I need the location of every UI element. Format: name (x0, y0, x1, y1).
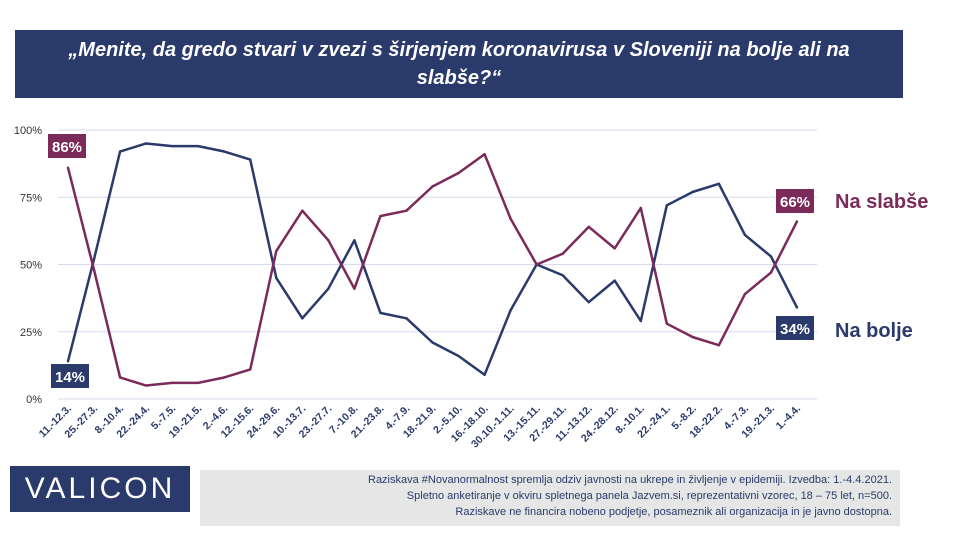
data-point-na-slabse (665, 322, 669, 325)
data-point-na-slabse (795, 220, 799, 223)
data-point-na-bolje (118, 150, 122, 153)
data-point-na-bolje (431, 341, 434, 344)
data-point-na-slabse (509, 217, 512, 220)
legend-na-bolje: Na bolje (835, 320, 913, 342)
data-point-na-slabse (66, 166, 70, 169)
data-point-na-slabse (353, 287, 356, 290)
data-point-na-bolje (795, 306, 799, 309)
series-line-na-bolje (66, 142, 799, 377)
y-tick-label: 50% (20, 260, 42, 272)
data-point-na-slabse (170, 381, 174, 385)
data-point-na-bolje (665, 204, 669, 207)
data-label-slabse-first-box (48, 134, 86, 158)
data-point-na-slabse (223, 376, 226, 379)
data-point-na-bolje (639, 319, 642, 323)
data-point-na-slabse (92, 268, 96, 272)
data-point-na-bolje (379, 311, 382, 315)
data-point-na-bolje (483, 373, 486, 376)
footnote: Raziskava #Novanormalnost spremlja odziv… (200, 470, 900, 526)
data-point-na-slabse (327, 239, 330, 242)
y-tick-label: 25% (20, 327, 42, 339)
data-point-na-slabse (457, 171, 460, 175)
data-point-na-bolje (769, 255, 773, 258)
data-point-na-slabse (275, 249, 278, 253)
data-point-na-bolje (249, 158, 252, 161)
data-point-na-slabse (769, 271, 773, 274)
data-point-na-slabse (561, 252, 564, 255)
data-point-na-bolje (561, 274, 564, 277)
data-point-na-slabse (196, 381, 200, 385)
data-point-na-bolje (691, 190, 695, 194)
data-point-na-slabse (249, 368, 252, 371)
data-point-na-bolje (457, 354, 460, 358)
data-point-na-bolje (405, 317, 408, 320)
data-label-bolje-first-box (51, 364, 89, 388)
data-point-na-slabse (639, 206, 642, 210)
data-point-na-bolje (223, 150, 226, 153)
data-point-na-slabse (405, 209, 408, 212)
data-point-na-bolje (301, 317, 304, 320)
data-point-na-slabse (743, 292, 747, 296)
data-point-na-slabse (431, 185, 434, 188)
data-label-bolje-first: 14% (55, 369, 85, 386)
data-label-bolje-last-box (776, 316, 814, 340)
data-point-na-slabse (691, 335, 695, 339)
data-point-na-bolje (144, 142, 148, 145)
footnote-line-1: Raziskava #Novanormalnost spremlja odziv… (368, 474, 892, 486)
data-point-na-slabse (587, 225, 590, 229)
data-point-na-slabse (301, 209, 304, 212)
y-tick-label: 75% (20, 192, 42, 204)
data-label-slabse-first: 86% (52, 139, 82, 156)
x-tick-label: 1.-4.4. (774, 403, 804, 433)
data-point-na-bolje (327, 287, 330, 290)
data-point-na-bolje (92, 257, 96, 261)
y-tick-label: 100% (14, 125, 42, 137)
data-point-na-slabse (379, 214, 382, 218)
valicon-logo: VALICON (10, 466, 190, 512)
data-point-na-bolje (196, 144, 200, 148)
footnote-line-3: Raziskave ne financira nobeno podjetje, … (455, 506, 892, 518)
data-point-na-bolje (275, 276, 278, 280)
legend-na-slabse: Na slabše (835, 191, 928, 213)
data-label-slabse-last-box (776, 189, 814, 213)
data-point-na-slabse (118, 376, 122, 379)
title-banner: „Menite, da gredo stvari v zvezi s širje… (15, 30, 903, 98)
data-point-na-slabse (144, 384, 148, 387)
chart-title: „Menite, da gredo stvari v zvezi s širje… (68, 39, 850, 89)
data-point-na-slabse (613, 247, 616, 250)
data-point-na-bolje (613, 279, 616, 282)
data-point-na-bolje (717, 182, 721, 185)
data-label-bolje-last: 34% (780, 321, 810, 338)
data-point-na-bolje (170, 144, 174, 148)
data-point-na-bolje (743, 233, 747, 237)
series-line-na-slabse (66, 152, 799, 387)
y-tick-label: 0% (26, 394, 42, 406)
line-chart: 0%25%50%75%100%11.-12.3.25.-27.3.8.-10.4… (14, 125, 929, 450)
data-point-na-bolje (66, 360, 70, 363)
data-point-na-slabse (535, 263, 538, 266)
footnote-line-2: Spletno anketiranje v okviru spletnega p… (406, 490, 892, 502)
data-label-slabse-last: 66% (780, 194, 810, 211)
data-point-na-slabse (717, 344, 721, 347)
data-point-na-slabse (483, 153, 486, 156)
data-point-na-bolje (509, 309, 512, 312)
data-point-na-bolje (353, 239, 356, 242)
data-point-na-bolje (587, 300, 590, 304)
